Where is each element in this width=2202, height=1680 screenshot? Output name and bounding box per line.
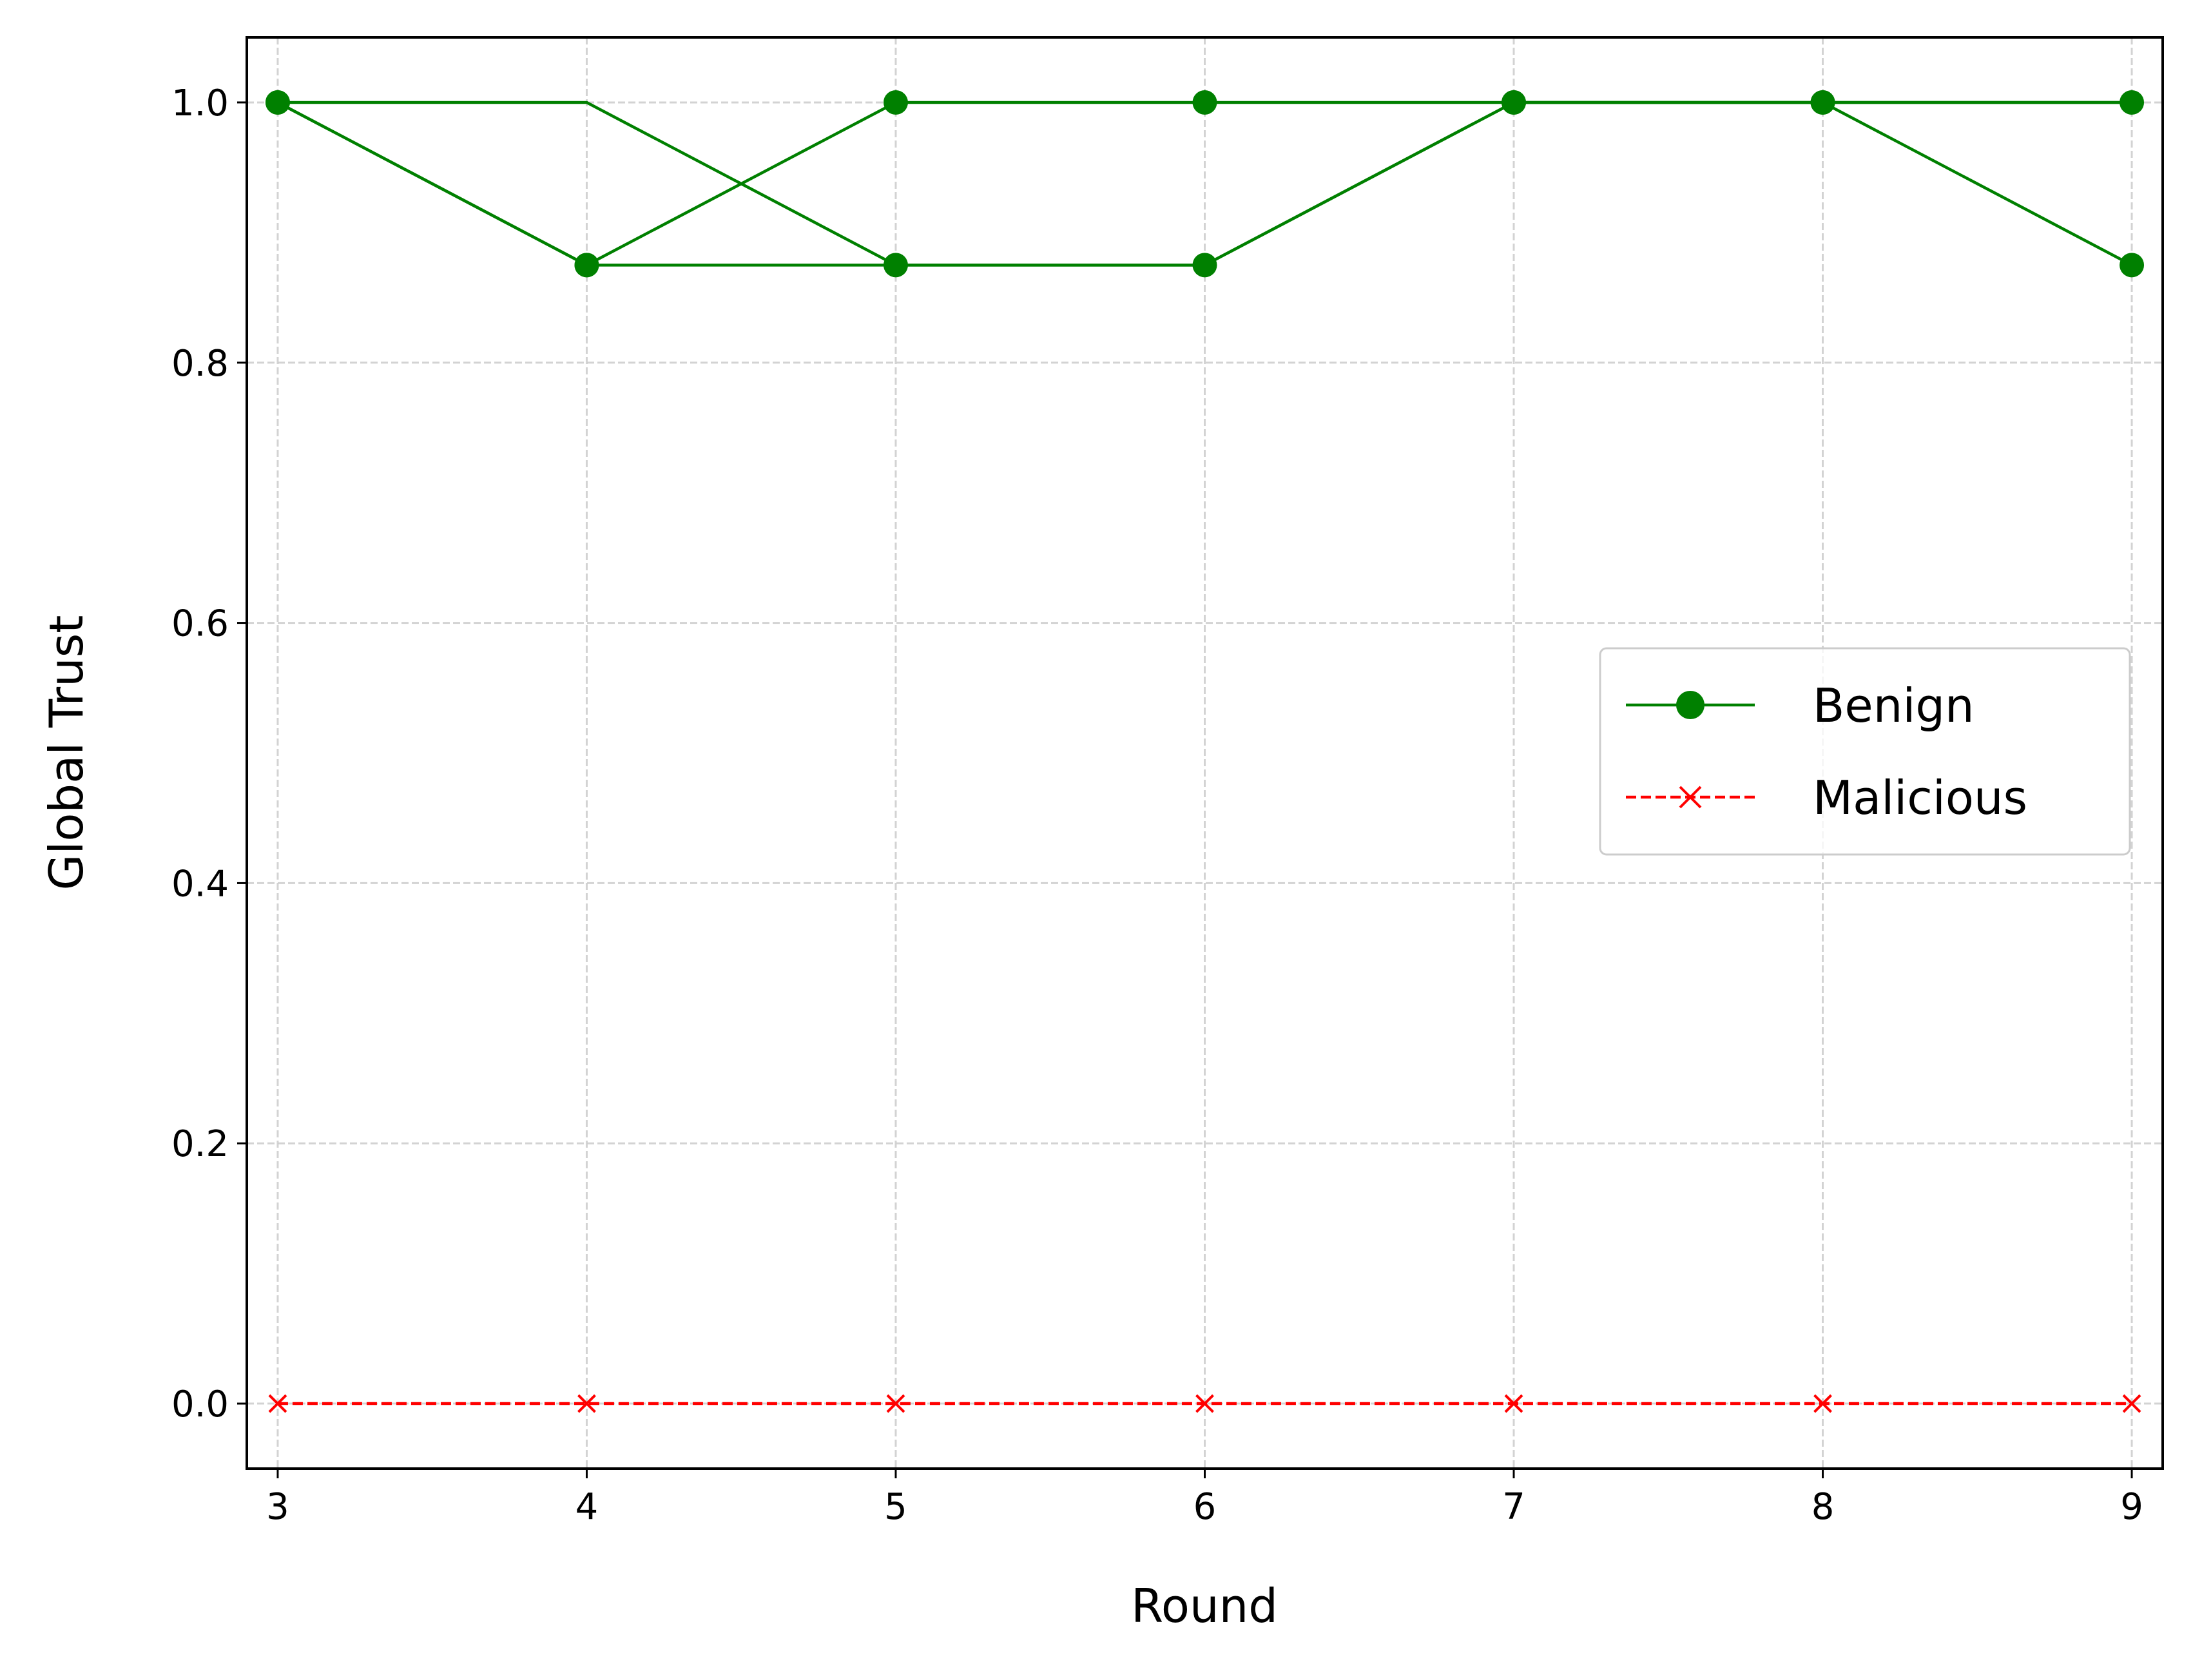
x-marker-stroke [2122, 1394, 2141, 1413]
y-tick-label: 0.2 [171, 1123, 229, 1165]
plot-series [265, 90, 2145, 1413]
x-tick-label: 8 [1811, 1486, 1835, 1528]
y-tick-label: 0.0 [171, 1384, 229, 1425]
x-tick-label: 3 [266, 1486, 289, 1528]
x-marker-stroke [268, 1394, 287, 1413]
data-point [1192, 90, 1217, 115]
data-point [883, 90, 908, 115]
x-marker-stroke [886, 1394, 905, 1413]
legend: Benign Malicious [1599, 647, 2131, 856]
y-axis-title: Global Trust [39, 615, 93, 891]
x-tick-label: 5 [884, 1486, 907, 1528]
data-point [2120, 253, 2145, 278]
x-tick-label: 9 [2120, 1486, 2143, 1528]
x-marker-stroke [1813, 1394, 1832, 1413]
x-marker-stroke [1679, 786, 1702, 809]
legend-x-marker [1679, 786, 1702, 809]
x-axis-title: Round [1131, 1579, 1278, 1633]
x-marker-stroke [577, 1394, 596, 1413]
y-tick-label: 0.6 [171, 603, 229, 645]
data-point-x-marker [268, 1394, 287, 1413]
legend-label-malicious: Malicious [1813, 771, 2027, 825]
data-point-x-marker [1813, 1394, 1832, 1413]
x-tick-label: 4 [575, 1486, 599, 1528]
x-marker-stroke [1504, 1394, 1523, 1413]
data-point-x-marker [1195, 1394, 1214, 1413]
data-point-x-marker [886, 1394, 905, 1413]
y-tick-label: 0.8 [171, 343, 229, 385]
y-tick-label: 0.4 [171, 863, 229, 905]
y-axis-ticks: 0.0 0.2 0.4 0.6 0.8 1.0 [171, 82, 247, 1425]
x-tick-label: 7 [1502, 1486, 1525, 1528]
legend-circle-marker [1676, 691, 1705, 719]
legend-box [1599, 647, 2131, 856]
y-tick-label: 1.0 [171, 82, 229, 124]
data-point [574, 253, 599, 278]
x-tick-label: 6 [1193, 1486, 1217, 1528]
legend-label-benign: Benign [1813, 679, 1975, 733]
x-marker-stroke [1195, 1394, 1214, 1413]
data-point-x-marker [577, 1394, 596, 1413]
series-line-3 [277, 101, 2132, 267]
x-axis-ticks: 3 4 5 6 7 8 9 [266, 1469, 2143, 1528]
data-point-x-marker [2122, 1394, 2141, 1413]
data-point-x-marker [1504, 1394, 1523, 1413]
